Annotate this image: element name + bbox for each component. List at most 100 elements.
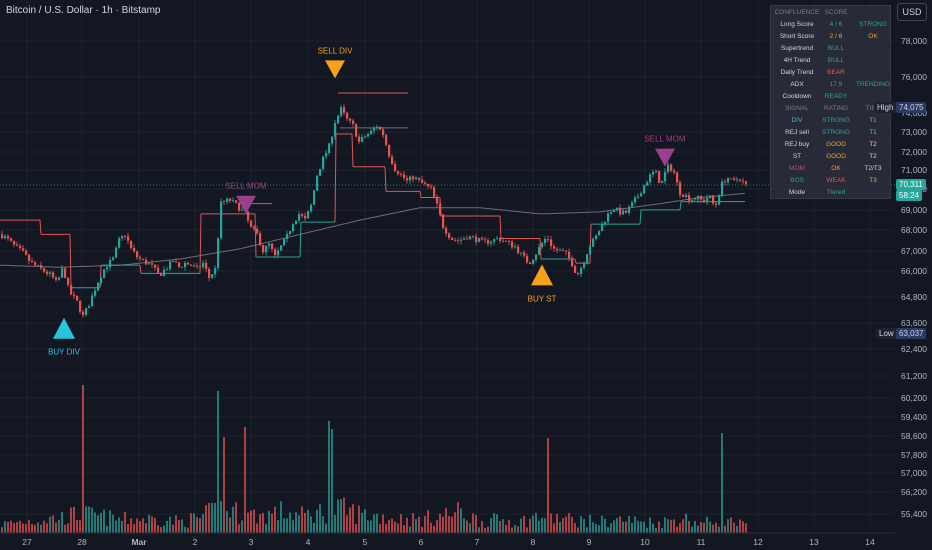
panel-cell: OK	[831, 165, 841, 172]
volume-bar	[184, 526, 186, 533]
time-tick-label: 10	[640, 537, 650, 547]
signal-buy-marker	[531, 264, 553, 286]
trail-segment	[69, 234, 72, 288]
candle-body	[622, 210, 625, 215]
volume-bar	[106, 525, 108, 533]
panel-row: REJ buy GOOD T2	[771, 141, 890, 153]
volume-bar	[325, 523, 327, 533]
candle-body	[208, 268, 211, 278]
candle-body	[571, 258, 574, 267]
volume-bar	[352, 504, 354, 533]
candle-body	[709, 195, 712, 199]
candle-body	[595, 235, 598, 240]
candle-body	[385, 134, 388, 145]
volume-bar	[406, 517, 408, 533]
volume-bar	[538, 520, 540, 533]
volume-bar	[370, 520, 372, 533]
candle-body	[445, 227, 448, 234]
volume-bar	[658, 521, 660, 533]
volume-bar	[148, 514, 150, 533]
candle-body	[547, 238, 550, 240]
volume-bar	[274, 506, 276, 533]
candle-body	[529, 262, 532, 264]
volume-bar	[43, 520, 45, 533]
volume-bar	[217, 391, 219, 533]
price-axis[interactable]: 78,00076,00074,00073,00072,00071,00070,0…	[901, 36, 927, 519]
time-axis[interactable]: 27 28 Mar 2 3 4 5 6 7 8 9 10 11 12 13 14	[0, 532, 895, 547]
panel-cell: T3	[869, 177, 877, 184]
price-tick-label: 74,000	[901, 108, 927, 118]
volume-bar	[94, 512, 96, 533]
volume-bar	[109, 510, 111, 533]
candle-body	[619, 207, 622, 215]
candle-body	[409, 176, 412, 181]
volume-bar	[73, 506, 75, 533]
volume-bar	[529, 518, 531, 533]
candle-body	[448, 233, 451, 238]
volume-bar	[520, 518, 522, 533]
candle-body	[508, 241, 511, 242]
volume-bar	[349, 507, 351, 533]
panel-row: Cooldown READY	[771, 93, 890, 105]
candle-body	[499, 238, 502, 241]
candle-body	[640, 193, 643, 197]
currency-button[interactable]: USD	[897, 3, 927, 21]
panel-cell: READY	[824, 93, 848, 100]
panel-cell: Supertrend	[780, 45, 814, 52]
trail-segment	[574, 258, 577, 264]
volume-bar	[460, 508, 462, 533]
signal-sell-marker	[325, 60, 345, 79]
candlesticks	[1, 104, 748, 318]
volume-bar	[445, 507, 447, 533]
volume-bar	[169, 516, 171, 533]
volume-bar	[484, 527, 486, 533]
panel-cell: GOOD	[826, 153, 846, 160]
candle-body	[145, 259, 148, 265]
candle-body	[28, 254, 31, 261]
volume-bar	[238, 524, 240, 533]
candle-body	[736, 179, 739, 181]
volume-bar	[187, 527, 189, 533]
candle-body	[607, 213, 610, 222]
candle-body	[472, 236, 475, 238]
low-tag-label: Low	[876, 328, 897, 340]
candle-body	[370, 130, 373, 134]
panel-cell: T1	[869, 129, 877, 136]
candle-body	[580, 267, 583, 275]
candle-body	[481, 237, 484, 240]
candle-body	[130, 240, 133, 248]
panel-header-row: SIGNAL RATING TIER	[771, 105, 890, 117]
volume-bar	[577, 527, 579, 533]
volume-bar	[736, 525, 738, 533]
volume-bar	[493, 513, 495, 533]
volume-bar	[145, 523, 147, 533]
candle-body	[631, 202, 634, 207]
volume-bar	[157, 525, 159, 533]
candle-body	[22, 248, 25, 251]
volume-bar	[136, 518, 138, 533]
volume-bar	[427, 510, 429, 533]
panel-cell: Short Score	[779, 33, 815, 40]
signal-label: BUY ST	[528, 294, 557, 303]
trail-segment	[679, 201, 682, 210]
volume-bar	[733, 522, 735, 533]
candle-body	[79, 300, 82, 312]
candle-body	[505, 240, 508, 242]
volume-bar	[190, 513, 192, 533]
candle-body	[97, 282, 100, 291]
candle-body	[457, 239, 460, 241]
candle-body	[700, 195, 703, 200]
candle-body	[562, 250, 565, 251]
volume-bar	[499, 521, 501, 533]
candle-body	[313, 190, 316, 205]
candle-body	[451, 237, 454, 240]
candle-body	[40, 265, 43, 269]
candle-body	[142, 258, 145, 260]
volume-bar	[319, 504, 321, 533]
volume-bar	[256, 523, 258, 533]
candle-body	[724, 181, 727, 183]
volume-bar	[79, 520, 81, 533]
candle-body	[283, 238, 286, 246]
candle-body	[10, 238, 13, 241]
